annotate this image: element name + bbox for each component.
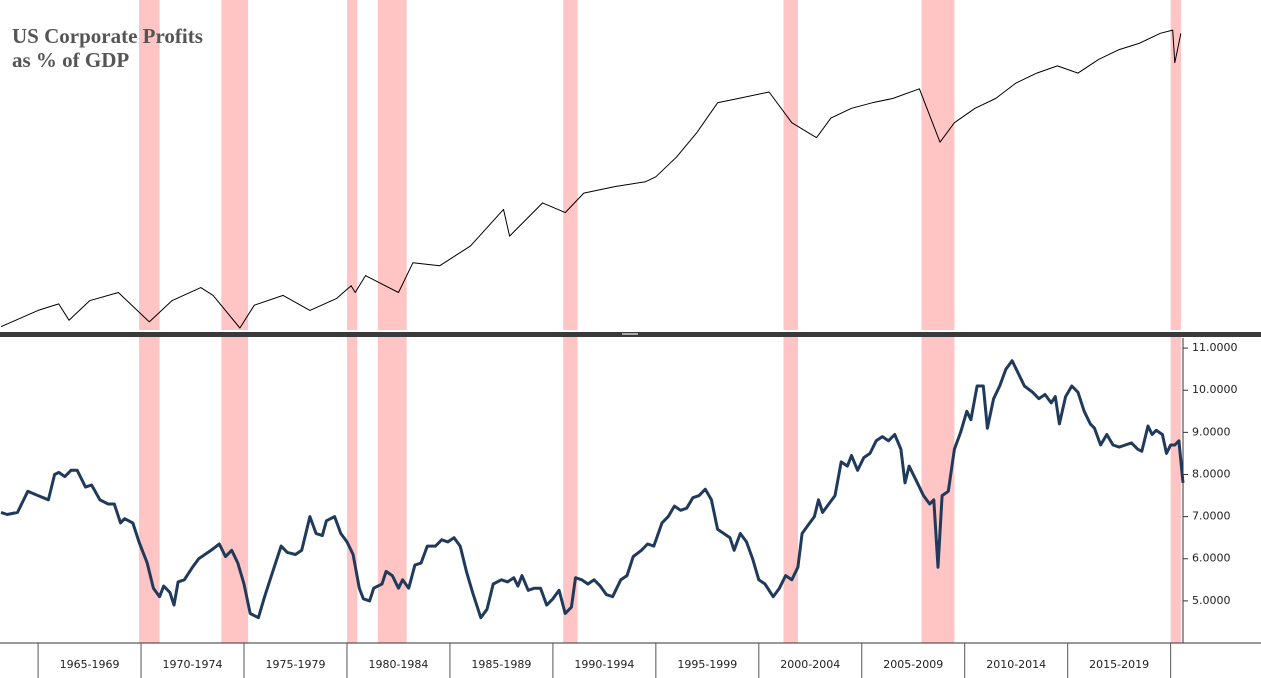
- x-tick-label: 1985-1989: [471, 658, 531, 671]
- recession-band: [377, 0, 407, 330]
- x-tick-label: 1995-1999: [677, 658, 737, 671]
- recession-band: [921, 0, 955, 330]
- data-line: [0, 359, 1185, 620]
- divider-handle: [622, 333, 638, 335]
- x-tick-label: 1980-1984: [368, 658, 428, 671]
- recession-band: [563, 0, 578, 330]
- chart-title: as % of GDP: [12, 48, 129, 72]
- x-tick-label: 1970-1974: [163, 658, 223, 671]
- data-line: [0, 29, 1182, 329]
- y-tick-label: 6.0000: [1192, 552, 1231, 565]
- recession-band: [377, 334, 407, 643]
- recession-band: [138, 0, 160, 330]
- y-tick-label: 11.0000: [1192, 341, 1238, 354]
- chart-title: US Corporate Profits: [12, 24, 203, 48]
- y-tick-label: 10.0000: [1192, 383, 1238, 396]
- x-tick-label: 2015-2019: [1089, 658, 1149, 671]
- y-tick-label: 5.0000: [1192, 594, 1231, 607]
- recession-band: [563, 334, 578, 643]
- recession-band: [346, 0, 358, 330]
- x-tick-label: 1990-1994: [574, 658, 634, 671]
- x-tick-label: 2000-2004: [780, 658, 840, 671]
- recession-band: [221, 0, 249, 330]
- recession-band: [783, 0, 798, 330]
- y-tick-label: 7.0000: [1192, 510, 1231, 523]
- recession-band: [138, 334, 160, 643]
- y-tick-label: 9.0000: [1192, 425, 1231, 438]
- x-tick-label: 2010-2014: [986, 658, 1046, 671]
- y-tick-label: 8.0000: [1192, 467, 1231, 480]
- x-tick-label: 2005-2009: [883, 658, 943, 671]
- recession-band: [346, 334, 358, 643]
- recession-band: [1170, 0, 1181, 330]
- x-tick-label: 1965-1969: [60, 658, 120, 671]
- x-tick-label: 1975-1979: [266, 658, 326, 671]
- recession-band: [221, 334, 249, 643]
- recession-band: [783, 334, 798, 643]
- recession-band: [1170, 334, 1181, 643]
